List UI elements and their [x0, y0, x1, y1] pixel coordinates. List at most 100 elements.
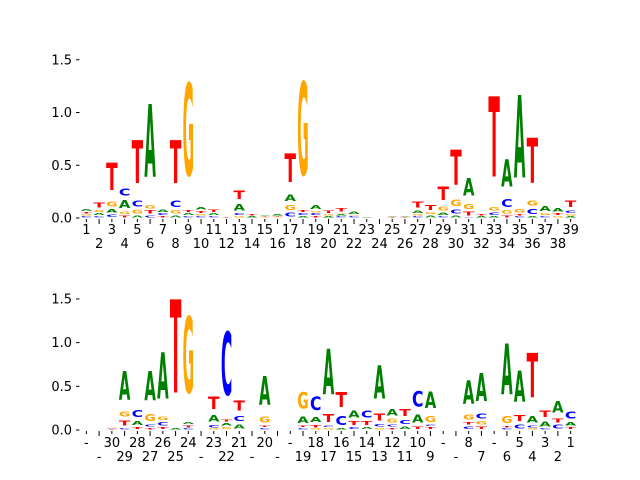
x-tick-label: 4	[120, 237, 128, 252]
logo-letter-G: G	[106, 201, 117, 209]
x-tick-label: -	[275, 450, 280, 465]
x-tick-label: 16	[269, 237, 286, 252]
logo-letter-A: A	[463, 175, 475, 202]
logo-letter-T: T	[412, 201, 425, 210]
logo-letter-A: A	[246, 216, 258, 218]
x-tick-label: 1	[566, 436, 574, 451]
x-tick-label: 3	[541, 436, 549, 451]
logo-letter-T: T	[119, 420, 131, 428]
logo-letter-T: T	[259, 216, 271, 217]
logo-letter-C: C	[81, 216, 92, 218]
logo-panel-bottom: 0.00.51.01.5--30TCG29CTGA28TAC27TCGA26TC…	[51, 275, 576, 465]
logo-letter-C: C	[361, 410, 372, 421]
logo-letter-T: T	[106, 429, 118, 430]
logo-letter-T: T	[170, 129, 182, 197]
x-tick-label: -	[492, 436, 497, 451]
logo-letter-G: G	[336, 213, 348, 214]
logo-letter-T: T	[514, 415, 527, 424]
logo-letter-A: A	[323, 339, 335, 410]
x-tick-label: -	[199, 450, 204, 465]
logo-letter-T: T	[259, 425, 271, 428]
logo-letter-C: C	[195, 216, 206, 218]
logo-letter-C: C	[310, 213, 321, 216]
logo-letter-C: C	[386, 424, 397, 427]
logo-letter-A: A	[476, 216, 488, 218]
logo-letter-C: C	[132, 409, 143, 420]
logo-letter-C: C	[348, 216, 359, 218]
logo-letter-A: A	[183, 421, 195, 424]
logo-letter-A: A	[514, 72, 525, 204]
logo-letter-A: A	[297, 216, 309, 218]
logo-letter-G: G	[425, 212, 436, 215]
logo-letter-G: G	[157, 416, 168, 421]
x-tick-label: 3	[108, 223, 116, 238]
x-tick-label: 2	[554, 450, 562, 465]
logo-letter-G: G	[183, 58, 194, 206]
logo-letter-C: C	[93, 216, 104, 218]
x-tick-label: 12	[218, 237, 235, 252]
x-tick-label: 21	[333, 223, 350, 238]
logo-letter-C: C	[450, 209, 462, 215]
logo-letter-C: C	[170, 200, 182, 210]
logo-letter-C: C	[374, 423, 387, 427]
logo-letter-A: A	[501, 330, 513, 411]
x-tick-label: -	[97, 450, 102, 465]
x-tick-label: 26	[155, 436, 172, 451]
y-tick-label: 0.0	[51, 424, 72, 439]
logo-letter-A: A	[81, 209, 93, 212]
logo-letter-A: A	[386, 408, 398, 419]
logo-letter-C: C	[425, 424, 436, 427]
logo-letter-T: T	[336, 388, 347, 412]
x-tick-label: 17	[320, 450, 337, 465]
x-tick-label: 12	[384, 436, 401, 451]
x-tick-label: 35	[511, 223, 528, 238]
logo-letter-T: T	[285, 145, 297, 192]
logo-letter-A: A	[348, 211, 360, 215]
x-tick-label: 10	[193, 237, 210, 252]
x-tick-label: 25	[167, 450, 184, 465]
logo-letter-A: A	[386, 216, 399, 217]
x-tick-label: 22	[346, 237, 363, 252]
x-tick-label: 11	[206, 223, 223, 238]
y-tick-label: 1.5	[51, 53, 72, 68]
logo-letter-T: T	[501, 426, 513, 429]
logo-letter-A: A	[132, 215, 144, 218]
logo-letter-A: A	[412, 210, 424, 214]
x-tick-label: 13	[371, 450, 388, 465]
logo-letter-T: T	[195, 211, 207, 214]
logo-letter-A: A	[539, 421, 551, 429]
logo-letter-T: T	[399, 408, 411, 419]
logo-letter-G: G	[323, 214, 335, 216]
logo-letter-T: T	[234, 190, 247, 203]
x-tick-label: 5	[516, 436, 524, 451]
x-tick-label: 27	[142, 450, 159, 465]
x-tick-label: 17	[282, 223, 299, 238]
x-tick-label: 4	[528, 450, 536, 465]
logo-letter-A: A	[514, 363, 526, 413]
logo-letter-C: C	[565, 411, 576, 422]
logo-letter-A: A	[527, 415, 539, 426]
logo-letter-G: G	[144, 205, 155, 210]
x-tick-label: 30	[448, 237, 465, 252]
logo-letter-C: C	[463, 217, 474, 218]
y-tick-label: 0.5	[51, 380, 72, 395]
logo-letter-C: C	[565, 210, 576, 214]
logo-letter-A: A	[425, 389, 437, 415]
logo-letter-T: T	[361, 421, 374, 427]
logo-letter-A: A	[106, 209, 118, 214]
logo-letter-C: C	[221, 315, 232, 416]
logo-letter-C: C	[297, 213, 308, 216]
logo-letter-T: T	[527, 126, 538, 197]
logo-letter-C: C	[132, 200, 143, 209]
x-tick-label: 8	[171, 237, 179, 252]
x-tick-label: 25	[384, 223, 401, 238]
logo-letter-G: G	[106, 427, 118, 428]
logo-letter-C: C	[183, 428, 194, 430]
logo-letter-C: C	[336, 413, 347, 429]
logo-letter-A: A	[450, 215, 462, 218]
logo-letter-C: C	[501, 428, 512, 430]
logo-letter-A: A	[425, 215, 437, 218]
logo-letter-T: T	[476, 214, 488, 216]
logo-letter-T: T	[132, 427, 143, 430]
